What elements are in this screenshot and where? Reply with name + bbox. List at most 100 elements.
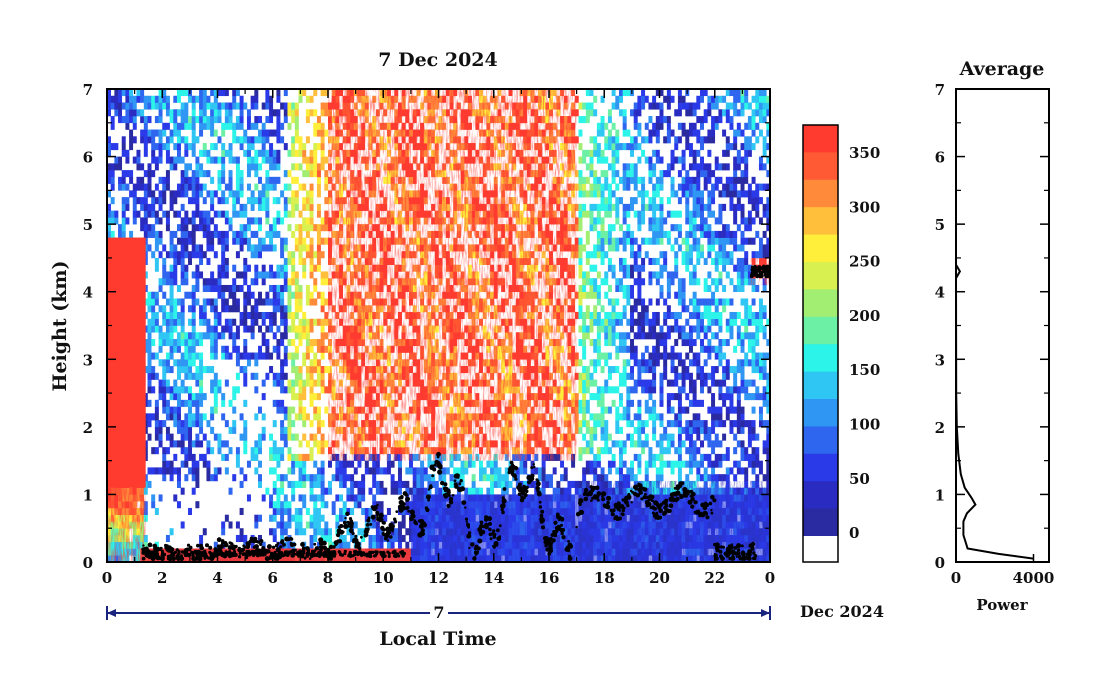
heatmap-cell bbox=[195, 224, 200, 232]
heatmap-cell bbox=[280, 379, 285, 387]
heatmap-cell bbox=[375, 460, 380, 468]
heatmap-cell bbox=[291, 203, 296, 211]
heatmap-cell bbox=[276, 325, 281, 333]
heatmap-cell bbox=[287, 453, 292, 461]
heatmap-cell bbox=[125, 89, 130, 97]
heatmap-cell bbox=[280, 480, 285, 488]
heatmap-cell bbox=[114, 163, 119, 171]
heatmap-cell bbox=[224, 440, 229, 448]
heatmap-cell bbox=[224, 122, 229, 130]
heatmap-cell bbox=[324, 521, 329, 529]
heatmap-cell bbox=[246, 170, 251, 178]
heatmap-cell bbox=[298, 379, 303, 387]
heatmap-cell bbox=[232, 197, 237, 205]
heatmap-cell bbox=[210, 345, 215, 353]
heatmap-cell bbox=[280, 237, 285, 245]
heatmap-cell bbox=[316, 163, 321, 171]
heatmap-cell bbox=[313, 474, 318, 482]
heatmap-cell bbox=[294, 190, 299, 198]
heatmap-cell bbox=[110, 217, 115, 225]
heatmap-cell bbox=[269, 224, 274, 232]
heatmap-cell bbox=[486, 474, 491, 482]
heatmap-cell bbox=[129, 170, 134, 178]
heatmap-cell bbox=[176, 183, 181, 191]
heatmap-cell bbox=[213, 278, 218, 286]
heatmap-cell bbox=[324, 237, 329, 245]
heatmap-cell bbox=[151, 366, 156, 374]
heatmap-cell bbox=[188, 366, 193, 374]
heatmap-cell bbox=[265, 170, 270, 178]
heatmap-cell bbox=[283, 203, 288, 211]
heatmap-cell bbox=[313, 156, 318, 164]
heatmap-cell bbox=[305, 298, 310, 306]
heatmap-cell bbox=[151, 170, 156, 178]
heatmap-cell bbox=[235, 332, 240, 340]
heatmap-cell bbox=[320, 460, 325, 468]
heatmap-cell bbox=[291, 379, 296, 387]
heatmap-cell bbox=[143, 251, 148, 259]
heatmap-cell bbox=[217, 210, 222, 218]
heatmap-cell bbox=[195, 501, 200, 509]
heatmap-cell bbox=[276, 541, 281, 549]
heatmap-cell bbox=[224, 197, 229, 205]
heatmap-cell bbox=[136, 109, 141, 117]
heatmap-cell bbox=[169, 406, 174, 414]
heatmap-cell bbox=[158, 278, 163, 286]
heatmap-cell bbox=[165, 271, 170, 279]
heatmap-cell bbox=[217, 176, 222, 184]
heatmap-cell bbox=[213, 190, 218, 198]
heatmap-cell bbox=[283, 183, 288, 191]
heatmap-cell bbox=[136, 89, 141, 97]
heatmap-cell bbox=[125, 203, 130, 211]
heatmap-cell bbox=[401, 521, 406, 529]
heatmap-cell bbox=[217, 109, 222, 117]
heatmap-cell bbox=[291, 163, 296, 171]
heatmap-cell bbox=[121, 183, 126, 191]
heatmap-cell bbox=[309, 170, 314, 178]
heatmap-cell bbox=[191, 474, 196, 482]
heatmap-cell bbox=[324, 345, 329, 353]
heatmap-cell bbox=[199, 224, 204, 232]
heatmap-cell bbox=[228, 116, 233, 124]
heatmap-cell bbox=[129, 116, 134, 124]
heatmap-cell bbox=[530, 480, 535, 488]
heatmap-cell bbox=[246, 237, 251, 245]
heatmap-cell bbox=[515, 480, 520, 488]
heatmap-cell bbox=[372, 501, 377, 509]
heatmap-cell bbox=[221, 393, 226, 401]
heatmap-cell bbox=[254, 102, 259, 110]
heatmap-cell bbox=[184, 183, 189, 191]
heatmap-cell bbox=[368, 514, 373, 522]
heatmap-cell bbox=[246, 163, 251, 171]
heatmap-cell bbox=[305, 291, 310, 299]
heatmap-cell bbox=[118, 163, 123, 171]
heatmap-cell bbox=[221, 352, 226, 360]
heatmap-cell bbox=[121, 176, 126, 184]
heatmap-cell bbox=[250, 136, 255, 144]
heatmap-cell bbox=[442, 467, 447, 475]
heatmap-cell bbox=[107, 224, 111, 232]
heatmap-cell bbox=[412, 480, 417, 488]
heatmap-cell bbox=[191, 460, 196, 468]
heatmap-cell bbox=[320, 109, 325, 117]
heatmap-cell bbox=[158, 379, 163, 387]
heatmap-cell bbox=[294, 298, 299, 306]
heatmap-cell bbox=[305, 224, 310, 232]
heatmap-cell bbox=[541, 474, 546, 482]
heatmap-cell bbox=[224, 102, 229, 110]
heatmap-cell bbox=[320, 291, 325, 299]
heatmap-cell bbox=[302, 143, 307, 151]
heatmap-cell bbox=[305, 440, 310, 448]
heatmap-cell bbox=[202, 298, 207, 306]
heatmap-cell bbox=[158, 494, 163, 502]
heatmap-cell bbox=[165, 467, 170, 475]
heatmap-cell bbox=[368, 467, 373, 475]
heatmap-cell bbox=[291, 487, 296, 495]
heatmap-cell bbox=[280, 528, 285, 536]
heatmap-cell bbox=[460, 467, 465, 475]
heatmap-cell bbox=[243, 541, 248, 549]
heatmap-cell bbox=[302, 406, 307, 414]
heatmap-cell bbox=[239, 284, 244, 293]
heatmap-cell bbox=[298, 406, 303, 414]
heatmap-cell bbox=[154, 420, 159, 428]
